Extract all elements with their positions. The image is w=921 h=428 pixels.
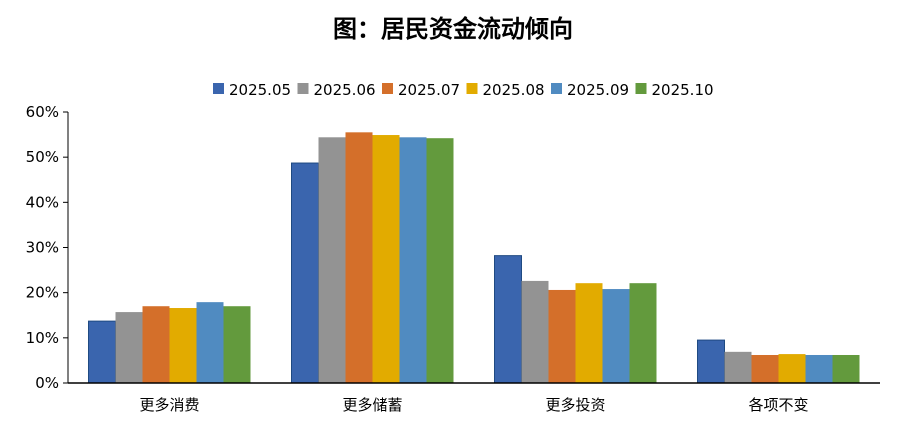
- bar-2025.06-更多消费: [115, 312, 143, 383]
- legend-label: 2025.07: [398, 81, 460, 99]
- bar-2025.05-更多消费: [88, 320, 116, 384]
- legend-swatch: [551, 83, 562, 94]
- y-tick-label: 30%: [26, 239, 59, 257]
- bar-2025.09-更多投资: [602, 289, 630, 383]
- bar-2025.07-更多投资: [548, 289, 576, 383]
- x-axis: 更多消费 更多储蓄 更多投资 各项不变: [68, 382, 880, 414]
- x-tick-label: 更多消费: [139, 396, 199, 414]
- legend-swatch: [466, 83, 478, 94]
- legend-label: 2025.05: [229, 81, 291, 99]
- x-tick-label: 各项不变: [748, 396, 808, 414]
- x-tick-label: 更多储蓄: [342, 396, 402, 414]
- y-tick-label: 40%: [26, 193, 59, 211]
- bar-2025.07-各项不变: [751, 354, 779, 383]
- legend-swatch: [382, 83, 393, 94]
- legend: 2025.05 2025.06 2025.07 2025.08 2025.09 2025.…: [213, 81, 714, 99]
- legend-label: 2025.08: [483, 81, 545, 99]
- y-tick-label: 60%: [26, 103, 59, 121]
- legend-label: 2025.10: [652, 81, 714, 99]
- bar-2025.09-各项不变: [805, 354, 833, 383]
- bar-2025.06-各项不变: [724, 351, 752, 383]
- bar-2025.07-更多消费: [142, 306, 170, 383]
- bar-2025.05-更多储蓄: [291, 162, 319, 384]
- bar-2025.05-更多投资: [494, 255, 522, 384]
- bar-2025.10-更多消费: [223, 306, 251, 383]
- bars: [88, 132, 860, 384]
- bar-2025.06-更多储蓄: [318, 137, 346, 383]
- y-tick-label: 10%: [26, 329, 59, 347]
- y-tick-label: 0%: [35, 374, 59, 392]
- bar-2025.10-各项不变: [832, 354, 860, 383]
- y-tick-label: 50%: [26, 148, 59, 166]
- chart-title: 图：居民资金流动倾向: [333, 15, 573, 43]
- bar-2025.10-更多投资: [629, 283, 657, 383]
- bar-2025.06-更多投资: [521, 280, 549, 383]
- bar-2025.08-更多消费: [169, 308, 197, 383]
- bar-2025.09-更多储蓄: [399, 137, 427, 383]
- bar-2025.09-更多消费: [196, 302, 224, 383]
- y-axis: 0% 10% 20% 30% 40% 50% 60%: [26, 103, 69, 392]
- legend-swatch: [297, 83, 309, 94]
- y-tick-label: 20%: [26, 284, 59, 302]
- bar-2025.08-更多储蓄: [372, 135, 400, 383]
- legend-label: 2025.06: [314, 81, 376, 99]
- bar-2025.08-各项不变: [778, 354, 806, 383]
- legend-swatch: [635, 83, 647, 94]
- bar-2025.08-更多投资: [575, 283, 603, 383]
- bar-2025.07-更多储蓄: [345, 132, 373, 383]
- legend-label: 2025.09: [567, 81, 629, 99]
- x-tick-label: 更多投资: [545, 396, 605, 414]
- bar-2025.05-各项不变: [697, 339, 725, 384]
- bar-2025.10-更多储蓄: [426, 138, 454, 383]
- legend-swatch: [213, 83, 224, 94]
